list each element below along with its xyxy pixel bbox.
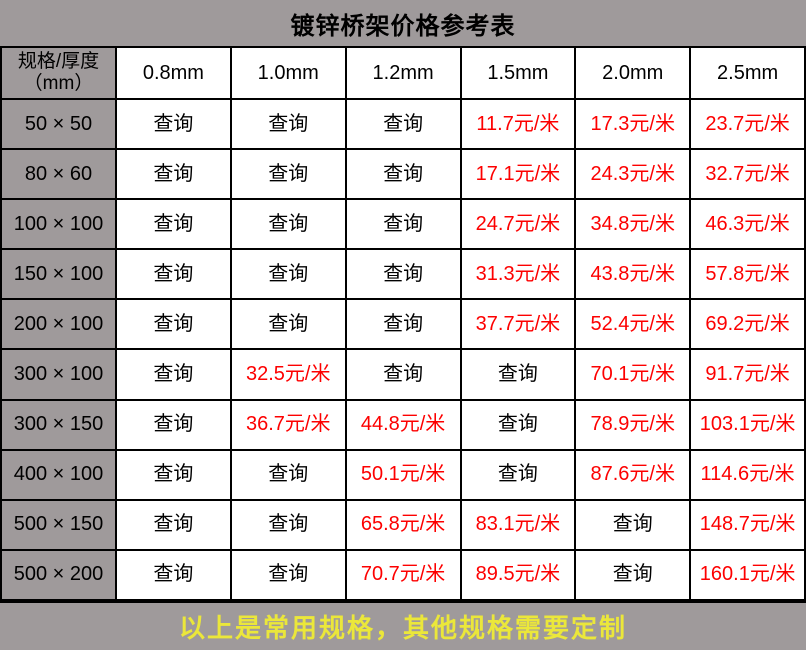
row-spec-label: 300 × 100	[2, 350, 117, 401]
query-link[interactable]: 查询	[117, 300, 232, 351]
price-cell: 46.3元/米	[691, 200, 806, 251]
query-link[interactable]: 查询	[346, 200, 462, 251]
price-cell: 83.1元/米	[461, 500, 577, 551]
column-header-1.2mm: 1.2mm	[346, 48, 462, 100]
query-link[interactable]: 查询	[346, 300, 462, 351]
price-cell: 37.7元/米	[461, 300, 577, 351]
price-cell: 91.7元/米	[691, 350, 806, 401]
price-cell: 103.1元/米	[691, 400, 806, 451]
price-cell: 32.5元/米	[231, 350, 347, 401]
price-cell: 11.7元/米	[461, 100, 577, 151]
price-cell: 43.8元/米	[576, 250, 692, 301]
query-link[interactable]: 查询	[231, 100, 347, 151]
price-cell: 69.2元/米	[691, 300, 806, 351]
query-link[interactable]: 查询	[346, 150, 462, 201]
price-cell: 52.4元/米	[576, 300, 692, 351]
row-spec-label: 400 × 100	[2, 450, 117, 501]
price-cell: 50.1元/米	[346, 450, 462, 501]
row-spec-label: 500 × 150	[2, 500, 117, 551]
query-link[interactable]: 查询	[576, 500, 692, 551]
row-spec-label: 50 × 50	[2, 100, 117, 151]
price-cell: 34.8元/米	[576, 200, 692, 251]
price-cell: 44.8元/米	[346, 400, 462, 451]
query-link[interactable]: 查询	[117, 550, 232, 601]
query-link[interactable]: 查询	[117, 100, 232, 151]
query-link[interactable]: 查询	[576, 550, 692, 601]
price-cell: 70.7元/米	[346, 550, 462, 601]
price-cell: 23.7元/米	[691, 100, 806, 151]
price-cell: 89.5元/米	[461, 550, 577, 601]
price-cell: 57.8元/米	[691, 250, 806, 301]
row-spec-label: 100 × 100	[2, 200, 117, 251]
row-spec-label: 80 × 60	[2, 150, 117, 201]
query-link[interactable]: 查询	[117, 250, 232, 301]
query-link[interactable]: 查询	[346, 100, 462, 151]
price-cell: 24.3元/米	[576, 150, 692, 201]
price-grid: 规格/厚度 （mm） 0.8mm 1.0mm 1.2mm 1.5mm 2.0mm 2.5m…	[0, 48, 806, 601]
query-link[interactable]: 查询	[117, 500, 232, 551]
query-link[interactable]: 查询	[461, 450, 577, 501]
price-cell: 148.7元/米	[691, 500, 806, 551]
query-link[interactable]: 查询	[231, 500, 347, 551]
price-cell: 160.1元/米	[691, 550, 806, 601]
price-cell: 24.7元/米	[461, 200, 577, 251]
row-spec-label: 500 × 200	[2, 550, 117, 601]
price-cell: 36.7元/米	[231, 400, 347, 451]
column-header-2.0mm: 2.0mm	[576, 48, 692, 100]
price-cell: 32.7元/米	[691, 150, 806, 201]
query-link[interactable]: 查询	[117, 400, 232, 451]
price-cell: 114.6元/米	[691, 450, 806, 501]
price-cell: 31.3元/米	[461, 250, 577, 301]
price-cell: 78.9元/米	[576, 400, 692, 451]
query-link[interactable]: 查询	[231, 150, 347, 201]
query-link[interactable]: 查询	[461, 400, 577, 451]
query-link[interactable]: 查询	[117, 350, 232, 401]
column-header-1.0mm: 1.0mm	[231, 48, 347, 100]
query-link[interactable]: 查询	[346, 250, 462, 301]
price-cell: 70.1元/米	[576, 350, 692, 401]
column-header-1.5mm: 1.5mm	[461, 48, 577, 100]
table-title: 镀锌桥架价格参考表	[0, 0, 806, 48]
column-header-2.5mm: 2.5mm	[691, 48, 806, 100]
query-link[interactable]: 查询	[117, 200, 232, 251]
query-link[interactable]: 查询	[231, 250, 347, 301]
query-link[interactable]: 查询	[461, 350, 577, 401]
query-link[interactable]: 查询	[231, 300, 347, 351]
query-link[interactable]: 查询	[231, 550, 347, 601]
query-link[interactable]: 查询	[117, 150, 232, 201]
row-spec-label: 150 × 100	[2, 250, 117, 301]
footer-note: 以上是常用规格，其他规格需要定制	[0, 601, 806, 650]
corner-header-spec-thickness: 规格/厚度 （mm）	[2, 48, 117, 100]
row-spec-label: 200 × 100	[2, 300, 117, 351]
query-link[interactable]: 查询	[231, 450, 347, 501]
price-cell: 65.8元/米	[346, 500, 462, 551]
price-cell: 87.6元/米	[576, 450, 692, 501]
query-link[interactable]: 查询	[231, 200, 347, 251]
price-cell: 17.3元/米	[576, 100, 692, 151]
price-cell: 17.1元/米	[461, 150, 577, 201]
query-link[interactable]: 查询	[346, 350, 462, 401]
query-link[interactable]: 查询	[117, 450, 232, 501]
column-header-0.8mm: 0.8mm	[117, 48, 232, 100]
row-spec-label: 300 × 150	[2, 400, 117, 451]
